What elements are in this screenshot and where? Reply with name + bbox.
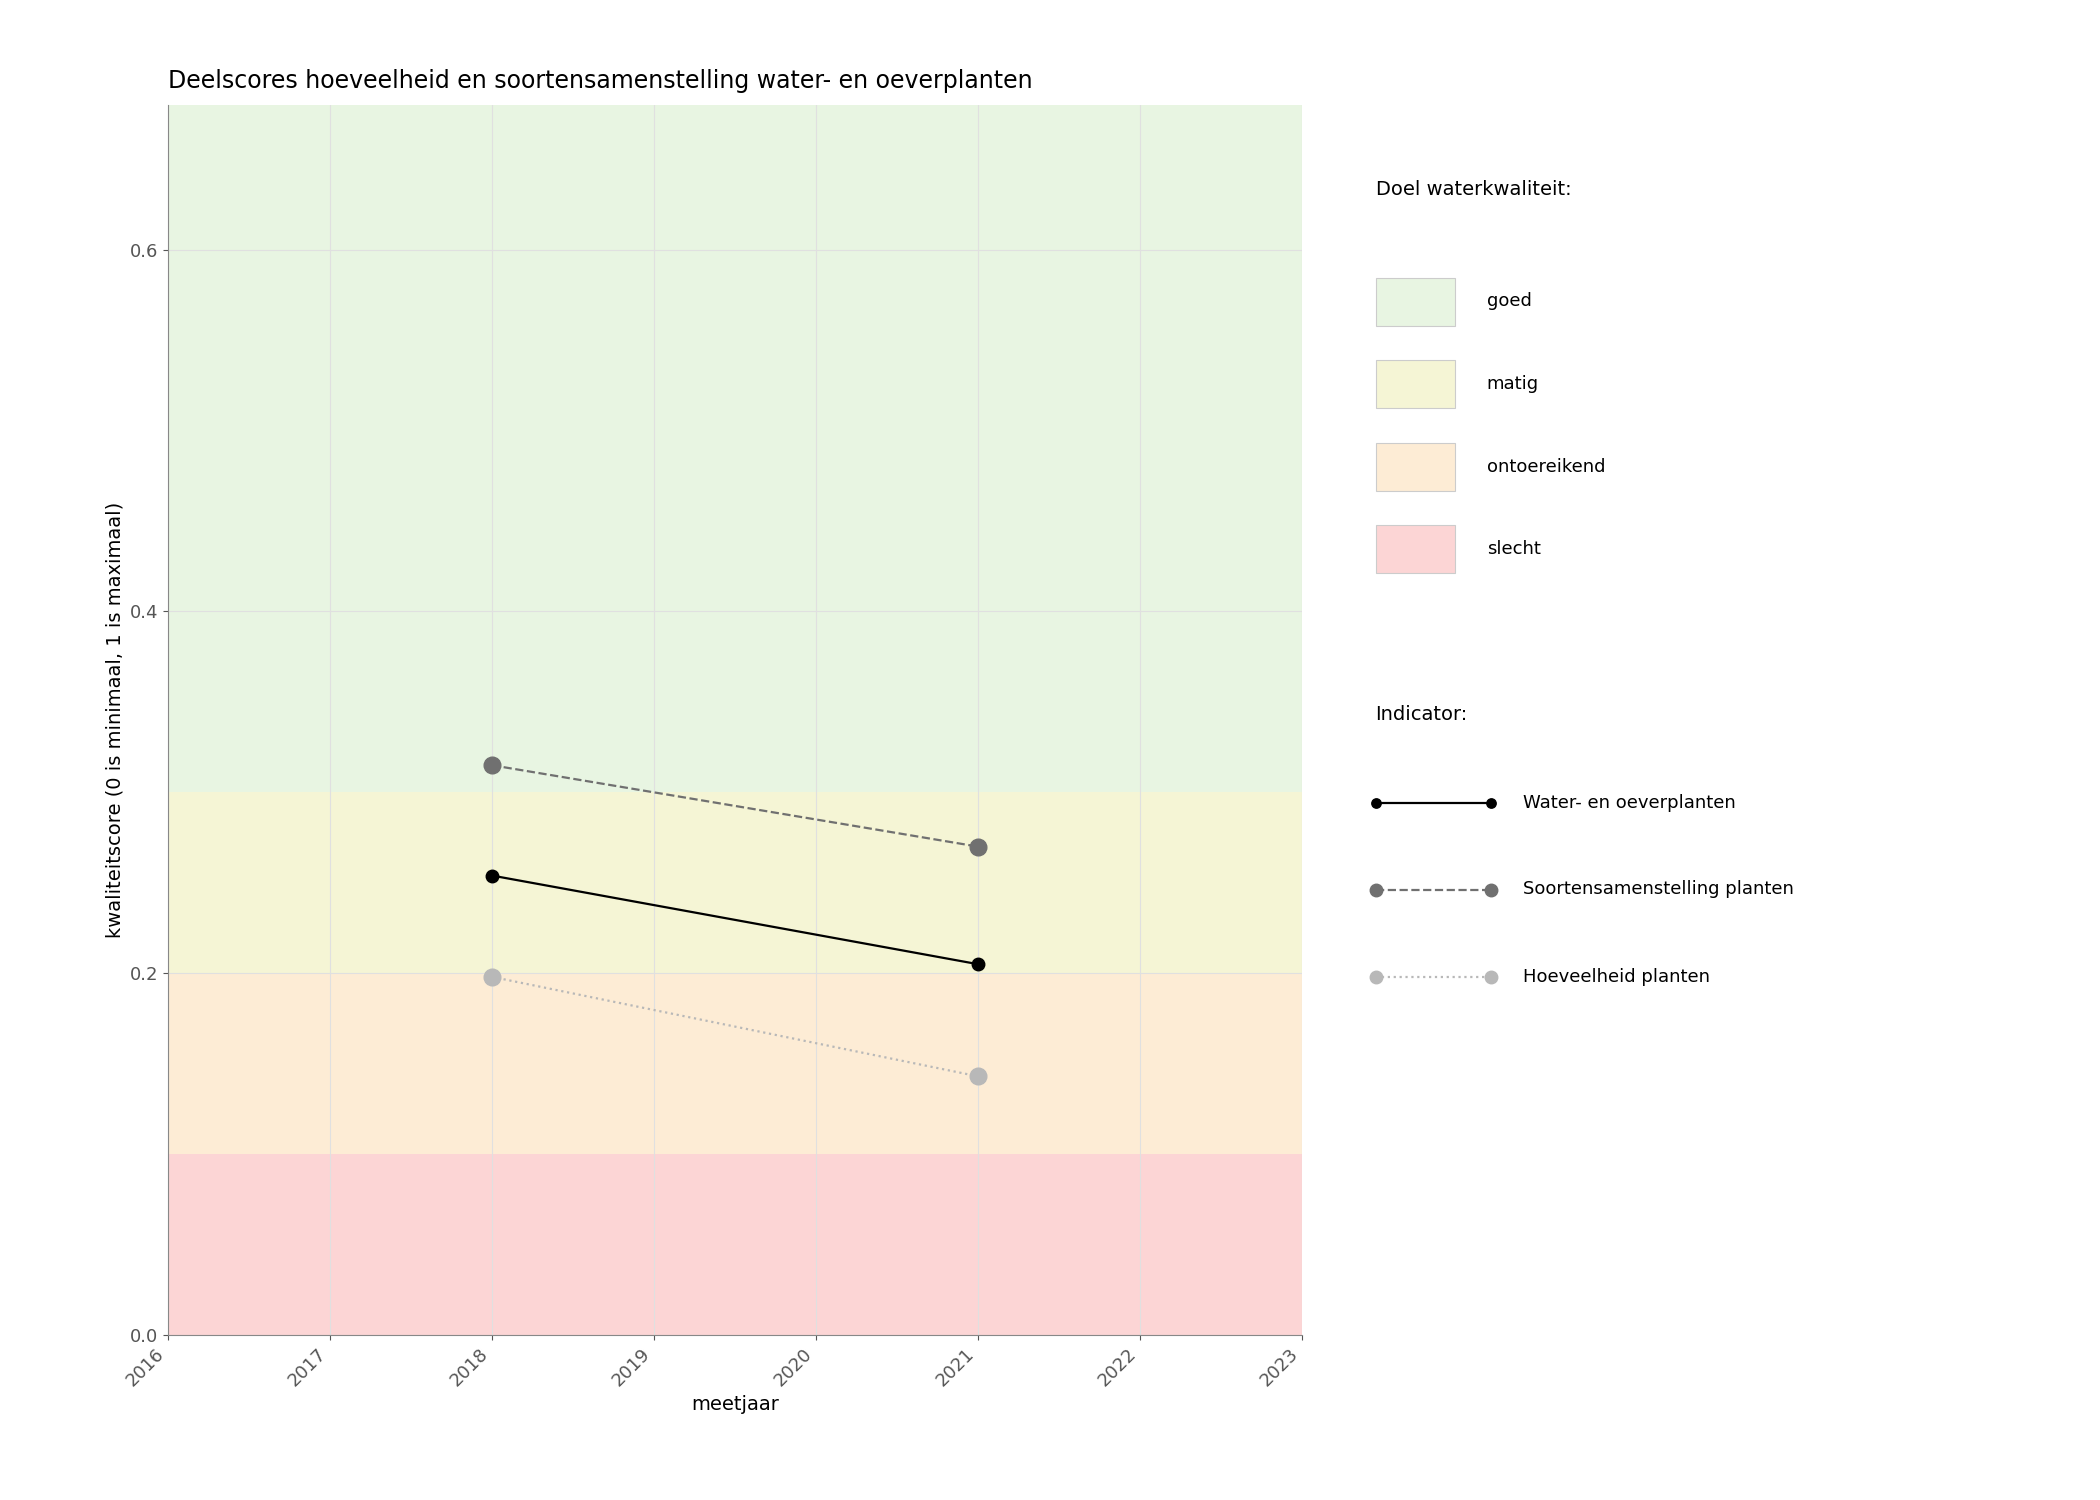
- Text: goed: goed: [1487, 292, 1531, 310]
- Bar: [168, 105, 1302, 792]
- Text: Hoeveelheid planten: Hoeveelheid planten: [1522, 968, 1709, 986]
- Text: matig: matig: [1487, 375, 1539, 393]
- Text: Doel waterkwaliteit:: Doel waterkwaliteit:: [1376, 180, 1571, 200]
- Y-axis label: kwaliteitscore (0 is minimaal, 1 is maximaal): kwaliteitscore (0 is minimaal, 1 is maxi…: [105, 503, 124, 938]
- Text: Indicator:: Indicator:: [1376, 705, 1468, 724]
- Bar: [168, 792, 1302, 974]
- Bar: [168, 1154, 1302, 1335]
- Text: Soortensamenstelling planten: Soortensamenstelling planten: [1522, 880, 1793, 898]
- Bar: [168, 974, 1302, 1154]
- X-axis label: meetjaar: meetjaar: [691, 1395, 779, 1414]
- Text: Water- en oeverplanten: Water- en oeverplanten: [1522, 794, 1735, 812]
- Text: Deelscores hoeveelheid en soortensamenstelling water- en oeverplanten: Deelscores hoeveelheid en soortensamenst…: [168, 69, 1033, 93]
- Text: slecht: slecht: [1487, 540, 1541, 558]
- Text: ontoereikend: ontoereikend: [1487, 458, 1604, 476]
